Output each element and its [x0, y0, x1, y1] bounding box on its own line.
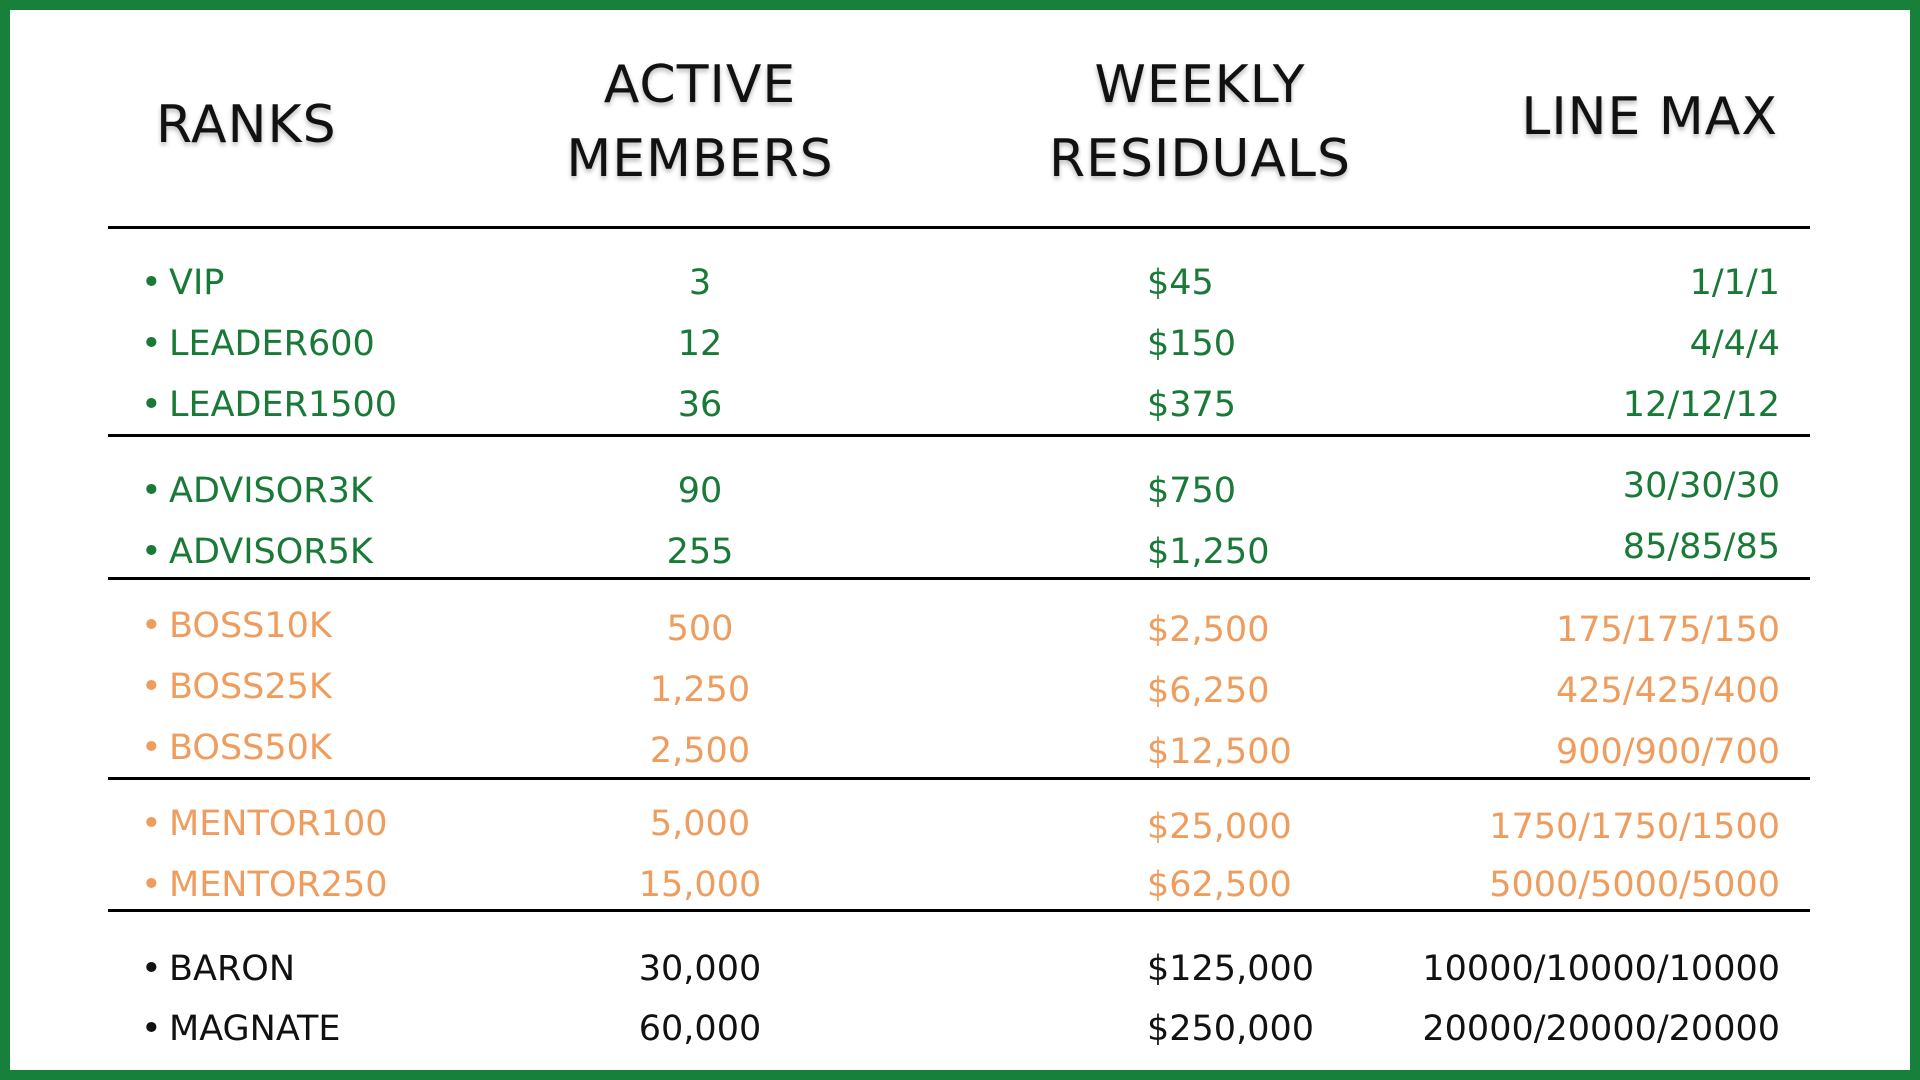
- active-members-cell: 5,000: [649, 804, 751, 844]
- line-max-cell: 12/12/12: [1622, 385, 1780, 425]
- line-max-cell: 10000/10000/10000: [1422, 949, 1780, 989]
- table-row: • MAGNATE 60,000 $250,000 20000/20000/200…: [10, 1003, 1910, 1055]
- table-row: • BARON 30,000 $125,000 10000/10000/10000: [10, 943, 1910, 995]
- rank-cell: • ADVISOR3K: [141, 465, 373, 517]
- weekly-residuals-cell: $375: [1147, 385, 1237, 425]
- active-members-cell: 2,500: [649, 731, 751, 771]
- rank-name: ADVISOR3K: [169, 471, 373, 511]
- table-row: • BOSS10K 500 $2,500 175/175/150: [10, 600, 1910, 652]
- bullet-icon: •: [141, 804, 162, 844]
- header-weekly-residuals: WEEKLY RESIDUALS: [1000, 48, 1400, 196]
- bullet-icon: •: [141, 471, 162, 511]
- weekly-residuals-cell: $12,500: [1147, 732, 1292, 772]
- table-row: • LEADER600 12 $150 4/4/4: [10, 318, 1910, 370]
- bullet-icon: •: [141, 949, 162, 989]
- line-max-cell: 1/1/1: [1689, 263, 1780, 303]
- weekly-residuals-cell: $250,000: [1147, 1009, 1315, 1049]
- weekly-residuals-cell: $45: [1147, 263, 1214, 303]
- bullet-icon: •: [141, 728, 162, 768]
- header-line-max: LINE MAX: [1521, 87, 1778, 147]
- line-max-cell: 5000/5000/5000: [1489, 865, 1780, 905]
- rank-cell: • BOSS10K: [141, 600, 332, 652]
- active-members-cell: 60,000: [638, 1009, 762, 1049]
- bullet-icon: •: [141, 324, 162, 364]
- active-members-cell: 1,250: [649, 670, 751, 710]
- rank-cell: • MENTOR100: [141, 798, 388, 850]
- weekly-residuals-cell: $150: [1147, 324, 1237, 364]
- bullet-icon: •: [141, 667, 162, 707]
- active-members-cell: 12: [677, 324, 723, 364]
- active-members-cell: 255: [666, 532, 734, 572]
- header-weekly-line2: RESIDUALS: [1049, 129, 1351, 189]
- rank-name: BOSS25K: [169, 667, 332, 707]
- active-members-cell: 30,000: [638, 949, 762, 989]
- line-max-cell: 85/85/85: [1622, 527, 1780, 567]
- line-max-cell: 20000/20000/20000: [1422, 1009, 1780, 1049]
- rank-cell: • BOSS25K: [141, 661, 332, 713]
- rank-cell: • VIP: [141, 257, 224, 309]
- bullet-icon: •: [141, 865, 162, 905]
- active-members-cell: 3: [688, 263, 712, 303]
- line-max-cell: 425/425/400: [1556, 671, 1780, 711]
- active-members-cell: 500: [666, 609, 734, 649]
- rank-cell: • MENTOR250: [141, 859, 388, 911]
- table-row: • ADVISOR3K 90 $750 30/30/30: [10, 465, 1910, 517]
- weekly-residuals-cell: $125,000: [1147, 949, 1315, 989]
- rank-cell: • MAGNATE: [141, 1003, 341, 1055]
- active-members-cell: 15,000: [638, 865, 762, 905]
- rank-name: MENTOR100: [169, 804, 388, 844]
- line-max-cell: 30/30/30: [1622, 466, 1780, 506]
- line-max-cell: 175/175/150: [1556, 610, 1780, 650]
- table-row: • MENTOR100 5,000 $25,000 1750/1750/1500: [10, 798, 1910, 850]
- rank-name: LEADER1500: [169, 385, 398, 425]
- rank-cell: • ADVISOR5K: [141, 526, 373, 578]
- weekly-residuals-cell: $62,500: [1147, 865, 1292, 905]
- bullet-icon: •: [141, 606, 162, 646]
- rank-cell: • LEADER1500: [141, 379, 397, 431]
- table-row: • ADVISOR5K 255 $1,250 85/85/85: [10, 526, 1910, 578]
- weekly-residuals-cell: $6,250: [1147, 671, 1270, 711]
- header-active-line2: MEMBERS: [566, 129, 834, 189]
- weekly-residuals-cell: $2,500: [1147, 610, 1270, 650]
- table-header: RANKS ACTIVE MEMBERS WEEKLY RESIDUALS LI…: [10, 10, 1910, 238]
- active-members-cell: 90: [677, 471, 723, 511]
- bullet-icon: •: [141, 1009, 162, 1049]
- rank-name: VIP: [169, 263, 225, 303]
- divider-line: [108, 909, 1810, 912]
- bullet-icon: •: [141, 263, 162, 303]
- rank-cell: • BARON: [141, 943, 295, 995]
- table-row: • LEADER1500 36 $375 12/12/12: [10, 379, 1910, 431]
- line-max-cell: 900/900/700: [1556, 732, 1780, 772]
- bullet-icon: •: [141, 532, 162, 572]
- rank-name: BOSS10K: [169, 606, 332, 646]
- rank-name: MENTOR250: [169, 865, 388, 905]
- weekly-residuals-cell: $25,000: [1147, 807, 1292, 847]
- table-row: • BOSS50K 2,500 $12,500 900/900/700: [10, 722, 1910, 774]
- header-active-members: ACTIVE MEMBERS: [510, 48, 890, 196]
- line-max-cell: 4/4/4: [1689, 324, 1780, 364]
- rank-name: BARON: [169, 949, 296, 989]
- table-row: • BOSS25K 1,250 $6,250 425/425/400: [10, 661, 1910, 713]
- weekly-residuals-cell: $1,250: [1147, 532, 1270, 572]
- header-active-line1: ACTIVE: [603, 55, 797, 115]
- weekly-residuals-cell: $750: [1147, 471, 1237, 511]
- bullet-icon: •: [141, 385, 162, 425]
- table-row: • VIP 3 $45 1/1/1: [10, 257, 1910, 309]
- divider-line: [108, 777, 1810, 780]
- rank-name: LEADER600: [169, 324, 375, 364]
- table-row: • MENTOR250 15,000 $62,500 5000/5000/5000: [10, 859, 1910, 911]
- header-weekly-line1: WEEKLY: [1094, 55, 1306, 115]
- rank-name: ADVISOR5K: [169, 532, 373, 572]
- rank-name: MAGNATE: [169, 1009, 341, 1049]
- divider-line: [108, 434, 1810, 437]
- rank-cell: • BOSS50K: [141, 722, 332, 774]
- header-ranks: RANKS: [156, 95, 337, 155]
- active-members-cell: 36: [677, 385, 723, 425]
- divider-line: [108, 577, 1810, 580]
- line-max-cell: 1750/1750/1500: [1489, 807, 1780, 847]
- rank-name: BOSS50K: [169, 728, 332, 768]
- divider-line: [108, 226, 1810, 229]
- rank-cell: • LEADER600: [141, 318, 375, 370]
